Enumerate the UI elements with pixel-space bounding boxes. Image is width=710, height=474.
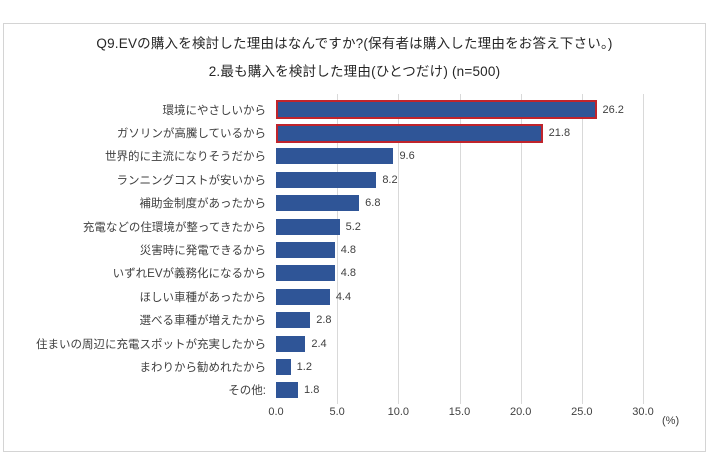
bar-row: 環境にやさしいから 26.2 — [4, 98, 705, 121]
chart-frame: Q9.EVの購入を検討した理由はなんですか?(保有者は購入した理由をお答え下さい… — [3, 23, 706, 452]
bar-row: 充電などの住環境が整ってきたから 5.2 — [4, 215, 705, 238]
gridlines — [276, 94, 644, 404]
x-tick-label: 10.0 — [387, 406, 410, 418]
category-label: その他: — [228, 385, 266, 398]
bar — [276, 195, 360, 212]
value-label: 4.8 — [340, 267, 357, 280]
vertical-gridline — [337, 94, 339, 404]
category-label: ランニングコストが安いから — [116, 174, 267, 187]
category-label: 災害時に発電できるから — [139, 245, 266, 258]
value-label: 9.6 — [399, 150, 415, 163]
bar — [276, 171, 377, 188]
category-label: 選べる車種が増えたから — [139, 315, 267, 328]
bar-track: 21.8 — [276, 121, 643, 144]
value-label: 4.8 — [340, 244, 357, 257]
bar-track: 9.6 — [276, 145, 643, 168]
bar — [276, 148, 394, 165]
category-label: ほしい車種があったから — [139, 291, 267, 304]
bar-rows: 環境にやさしいから 26.2 ガソリンが高騰しているから 21.8 世界的に主流になりそ… — [4, 98, 705, 402]
value-label: 2.4 — [311, 337, 327, 350]
bar-track: 1.2 — [276, 355, 643, 378]
vertical-gridline — [581, 94, 583, 404]
value-label: 6.8 — [365, 197, 381, 210]
bar — [276, 312, 311, 329]
value-label: 5.2 — [345, 220, 361, 233]
vertical-gridline — [398, 94, 400, 404]
category-label: まわりから勧めれたから — [139, 361, 267, 374]
x-axis-unit-label: (%) — [662, 415, 680, 427]
x-tick-label: 30.0 — [632, 406, 654, 418]
bar — [276, 218, 340, 235]
bar — [276, 265, 335, 282]
bar — [276, 242, 335, 259]
bar — [276, 288, 330, 305]
chart-title-line2: 2.最も購入を検討した理由(ひとつだけ) (n=500) — [208, 64, 501, 79]
bar-highlighted — [276, 100, 597, 120]
value-label: 21.8 — [548, 127, 571, 140]
bar-track: 6.8 — [276, 192, 643, 215]
bar-track: 1.8 — [276, 379, 643, 402]
value-label: 4.4 — [335, 290, 352, 303]
bar-row: まわりから勧めれたから 1.2 — [4, 355, 705, 378]
vertical-gridline — [520, 94, 522, 404]
x-tick-label: 5.0 — [329, 406, 345, 418]
value-label: 1.2 — [296, 360, 312, 373]
x-tick-label: 20.0 — [509, 406, 532, 418]
bar-row: ほしい車種があったから 4.4 — [4, 285, 705, 308]
bar-row: ガソリンが高騰しているから 21.8 — [4, 121, 705, 144]
bar-track: 4.8 — [276, 238, 643, 261]
value-label: 1.8 — [304, 384, 320, 397]
category-label: 住まいの周辺に充電スポットが充実したから — [36, 338, 266, 351]
value-label: 26.2 — [602, 103, 624, 116]
bar — [276, 335, 306, 352]
bar — [276, 358, 291, 375]
bar-track: 5.2 — [276, 215, 643, 238]
chart-title-line1: Q9.EVの購入を検討した理由はなんですか?(保有者は購入した理由をお答え下さい… — [96, 36, 613, 51]
bar-track: 4.8 — [276, 262, 643, 285]
bar-highlighted — [276, 123, 543, 143]
x-tick-label: 0.0 — [268, 406, 284, 418]
x-axis-ticks: 0.0 5.0 10.0 15.0 20.0 25.0 30.0 — [268, 406, 653, 422]
category-label: 補助金制度があったから — [139, 198, 267, 211]
x-tick-label: 15.0 — [448, 406, 471, 418]
value-label: 8.2 — [382, 173, 398, 186]
bar-row: 災害時に発電できるから 4.8 — [4, 238, 705, 261]
bar-track: 2.4 — [276, 332, 643, 355]
bar — [276, 382, 299, 399]
bar-row: 住まいの周辺に充電スポットが充実したから 2.4 — [4, 332, 705, 355]
bar-row: 選べる車種が増えたから 2.8 — [4, 309, 705, 332]
category-label: 充電などの住環境が整ってきたから — [82, 221, 266, 234]
x-tick-label: 25.0 — [571, 406, 593, 418]
bar-row: いずれEVが義務化になるから 4.8 — [4, 262, 705, 285]
bar-row: ランニングコストが安いから 8.2 — [4, 168, 705, 191]
category-label: 世界的に主流になりそうだから — [105, 151, 266, 164]
bar-track: 2.8 — [276, 309, 643, 332]
bar-row: 補助金制度があったから 6.8 — [4, 192, 705, 215]
bar-track: 4.4 — [276, 285, 643, 308]
bar-row: 世界的に主流になりそうだから 9.6 — [4, 145, 705, 168]
value-label: 2.8 — [316, 314, 332, 327]
bar-row: その他: 1.8 — [4, 379, 705, 402]
category-label: ガソリンが高騰しているから — [116, 128, 266, 141]
bar-track: 8.2 — [276, 168, 643, 191]
vertical-gridline — [643, 94, 644, 404]
category-label: 環境にやさしいから — [162, 104, 267, 117]
vertical-gridline — [459, 94, 461, 404]
category-label: いずれEVが義務化になるから — [112, 268, 266, 281]
bar-track: 26.2 — [276, 98, 643, 121]
